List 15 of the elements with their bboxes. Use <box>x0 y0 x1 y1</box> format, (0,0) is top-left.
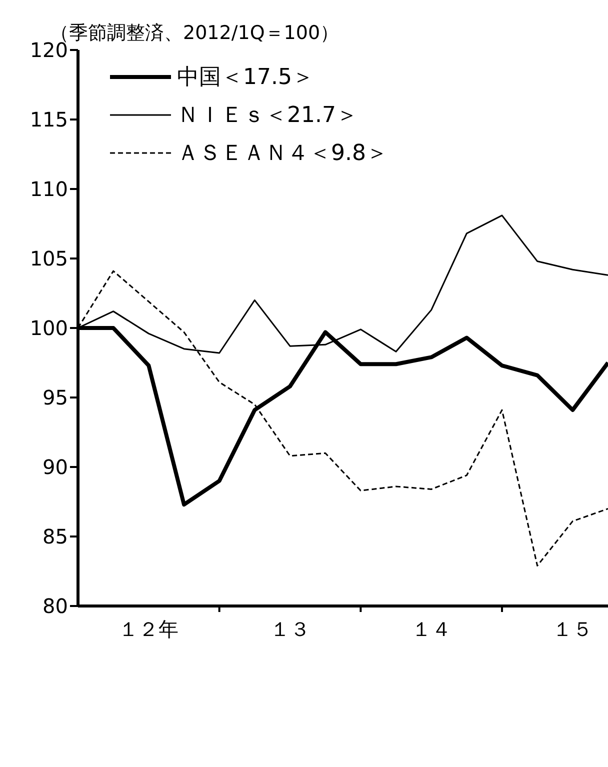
y-tick-label: 100 <box>30 316 68 340</box>
x-tick-label: １３ <box>270 617 310 641</box>
y-tick-label: 80 <box>42 594 68 618</box>
y-tick-label: 85 <box>42 524 68 549</box>
x-tick-label: １２年 <box>118 617 179 641</box>
y-tick-label: 90 <box>42 455 68 480</box>
y-tick-label: 110 <box>30 177 68 202</box>
y-tick-label: 115 <box>30 108 68 132</box>
y-tick-label: 95 <box>42 386 68 410</box>
y-tick-label: 105 <box>30 246 68 271</box>
legend-label: 中国＜17.5＞ <box>177 64 314 92</box>
x-tick-label: １５ <box>552 617 593 641</box>
legend-label: ＡＳＥＡＮ４＜9.8＞ <box>177 140 388 168</box>
legend-label: ＮＩＥｓ＜21.7＞ <box>177 102 358 130</box>
x-tick-label: １４ <box>411 617 452 641</box>
